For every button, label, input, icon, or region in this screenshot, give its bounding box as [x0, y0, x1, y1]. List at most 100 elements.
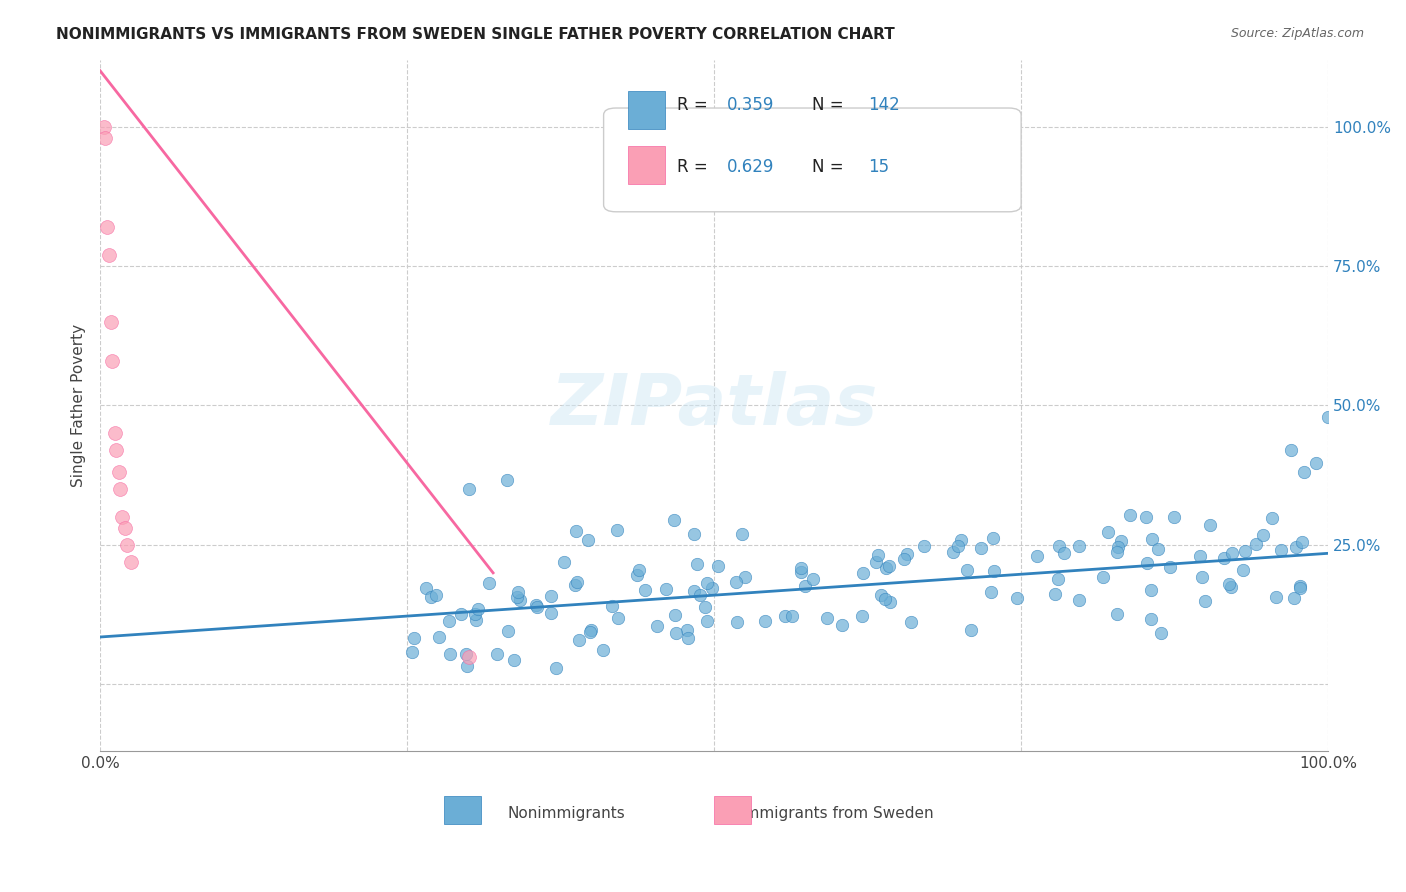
Point — [100, 315, 122, 329]
Point — [1222, 545, 1244, 559]
Point — [1107, 545, 1129, 559]
Point — [576, 533, 599, 548]
Point — [450, 607, 472, 621]
Point — [1218, 577, 1240, 591]
Point — [506, 584, 529, 599]
Point — [606, 611, 628, 625]
Point — [114, 521, 136, 535]
Point — [1317, 409, 1340, 424]
Point — [467, 601, 489, 615]
Text: N =: N = — [813, 95, 849, 113]
Point — [1270, 543, 1292, 558]
Point — [1119, 508, 1142, 522]
Point — [801, 572, 824, 586]
Point — [1147, 541, 1170, 556]
Point — [553, 555, 575, 569]
Point — [1289, 579, 1312, 593]
Point — [544, 661, 567, 675]
FancyBboxPatch shape — [628, 91, 665, 128]
Point — [1220, 581, 1243, 595]
Text: N =: N = — [813, 158, 849, 176]
Point — [877, 559, 900, 574]
Point — [1047, 540, 1070, 554]
Point — [682, 583, 704, 598]
Point — [401, 644, 423, 658]
Point — [696, 614, 718, 628]
Point — [107, 466, 129, 480]
Point — [1292, 466, 1315, 480]
Point — [627, 563, 650, 577]
Point — [852, 566, 875, 581]
Point — [676, 623, 699, 637]
Point — [1188, 549, 1211, 563]
Point — [1067, 593, 1090, 607]
Point — [540, 606, 562, 620]
FancyBboxPatch shape — [603, 108, 1021, 211]
Point — [956, 563, 979, 577]
Point — [865, 555, 887, 569]
Point — [1159, 559, 1181, 574]
Point — [464, 613, 486, 627]
Point — [794, 579, 817, 593]
Point — [600, 599, 623, 613]
Point — [815, 611, 838, 625]
Point — [1107, 607, 1129, 621]
Point — [1136, 557, 1159, 571]
Point — [1091, 569, 1114, 583]
Point — [731, 527, 754, 541]
Point — [96, 219, 118, 234]
Text: 0.629: 0.629 — [727, 158, 773, 176]
FancyBboxPatch shape — [714, 797, 751, 824]
Point — [1026, 549, 1049, 563]
Point — [120, 555, 142, 569]
Point — [439, 648, 461, 662]
Point — [831, 617, 853, 632]
Point — [773, 609, 796, 624]
Point — [1135, 510, 1157, 524]
Point — [645, 619, 668, 633]
Point — [457, 649, 479, 664]
Text: NONIMMIGRANTS VS IMMIGRANTS FROM SWEDEN SINGLE FATHER POVERTY CORRELATION CHART: NONIMMIGRANTS VS IMMIGRANTS FROM SWEDEN … — [56, 27, 896, 42]
Point — [502, 652, 524, 666]
Point — [94, 130, 117, 145]
Point — [789, 561, 811, 575]
Point — [1282, 591, 1305, 605]
Point — [506, 590, 529, 604]
Point — [568, 633, 591, 648]
Point — [579, 625, 602, 640]
Y-axis label: Single Father Poverty: Single Father Poverty — [72, 324, 86, 487]
Point — [970, 541, 993, 556]
Text: 142: 142 — [868, 95, 900, 113]
Point — [1043, 587, 1066, 601]
Point — [946, 539, 969, 553]
Point — [101, 354, 124, 368]
Point — [115, 538, 138, 552]
Point — [655, 582, 678, 597]
Point — [981, 531, 1004, 545]
Text: Immigrants from Sweden: Immigrants from Sweden — [740, 806, 934, 822]
Point — [1109, 534, 1132, 549]
Point — [1279, 443, 1302, 458]
Point — [866, 549, 889, 563]
Point — [725, 615, 748, 629]
Point — [564, 578, 586, 592]
Point — [1140, 612, 1163, 626]
Point — [1140, 532, 1163, 546]
Point — [486, 647, 509, 661]
Point — [634, 582, 657, 597]
Point — [983, 564, 1005, 578]
Point — [893, 552, 915, 566]
Point — [592, 642, 614, 657]
Point — [1191, 570, 1213, 584]
Point — [1097, 525, 1119, 540]
Point — [724, 575, 747, 590]
Point — [1139, 582, 1161, 597]
Point — [495, 474, 517, 488]
Point — [685, 558, 707, 572]
FancyBboxPatch shape — [444, 797, 481, 824]
Point — [419, 591, 441, 605]
Point — [93, 120, 115, 134]
Point — [457, 482, 479, 496]
Point — [524, 598, 547, 612]
Point — [1244, 537, 1267, 551]
